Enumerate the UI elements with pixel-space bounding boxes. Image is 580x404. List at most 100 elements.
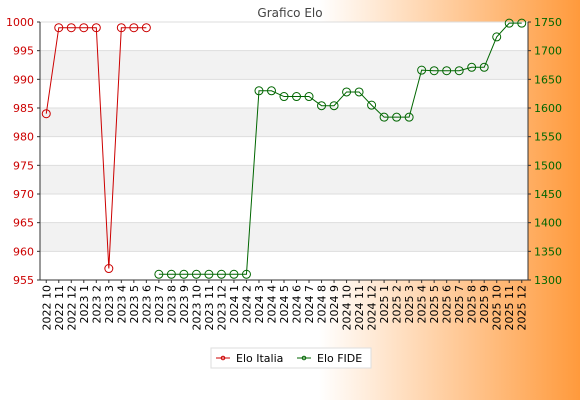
x-tick-label: 2025 8 <box>466 285 479 324</box>
x-tick-label: 2022 10 <box>40 285 53 331</box>
x-tick-label: 2024 12 <box>366 285 379 331</box>
data-point-elo-fide <box>229 269 239 279</box>
data-point-elo-fide <box>354 87 364 97</box>
data-point-elo-fide <box>517 18 527 28</box>
data-point-elo-fide <box>504 18 514 28</box>
y-left-tick-label: 965 <box>13 217 34 230</box>
x-tick-label: 2025 2 <box>391 285 404 324</box>
grid-band <box>40 165 528 194</box>
data-point-elo-fide <box>392 112 402 122</box>
x-tick-label: 2025 12 <box>516 285 529 331</box>
x-tick-label: 2025 7 <box>453 285 466 324</box>
x-tick-label: 2024 10 <box>341 285 354 331</box>
data-point-elo-fide <box>216 269 226 279</box>
y-right-tick-label: 1450 <box>534 188 562 201</box>
data-point-elo-italia <box>104 264 114 274</box>
x-tick-label: 2022 12 <box>65 285 78 331</box>
y-right-tick-label: 1550 <box>534 131 562 144</box>
x-tick-label: 2025 1 <box>378 285 391 324</box>
data-point-elo-italia <box>129 23 139 33</box>
data-point-elo-italia <box>54 23 64 33</box>
x-tick-label: 2025 9 <box>478 285 491 324</box>
x-tick-label: 2024 6 <box>291 285 304 324</box>
data-point-elo-italia <box>141 23 151 33</box>
data-point-elo-fide <box>179 269 189 279</box>
x-tick-label: 2023 2 <box>90 285 103 324</box>
x-tick-label: 2024 2 <box>240 285 253 324</box>
y-right-tick-label: 1500 <box>534 159 562 172</box>
data-point-elo-fide <box>429 66 439 76</box>
legend-marker-elo-fide <box>301 355 307 361</box>
x-tick-label: 2023 3 <box>103 285 116 324</box>
y-right-tick-label: 1400 <box>534 217 562 230</box>
x-tick-label: 2025 10 <box>491 285 504 331</box>
data-point-elo-fide <box>442 66 452 76</box>
y-left-tick-label: 980 <box>13 131 34 144</box>
data-point-elo-fide <box>342 87 352 97</box>
x-tick-label: 2023 11 <box>203 285 216 331</box>
data-point-elo-italia <box>66 23 76 33</box>
data-point-elo-fide <box>292 92 302 102</box>
data-point-elo-fide <box>417 65 427 75</box>
chart-title: Grafico Elo <box>257 6 322 20</box>
data-point-elo-fide <box>266 86 276 96</box>
y-right-tick-label: 1700 <box>534 45 562 58</box>
x-tick-label: 2024 7 <box>303 285 316 324</box>
data-point-elo-italia <box>91 23 101 33</box>
data-point-elo-fide <box>367 100 377 110</box>
series-line-elo-fide <box>158 22 522 275</box>
x-tick-label: 2023 8 <box>165 285 178 324</box>
y-right-tick-label: 1650 <box>534 73 562 86</box>
x-tick-label: 2023 6 <box>140 285 153 324</box>
data-point-elo-fide <box>379 112 389 122</box>
x-tick-label: 2024 9 <box>328 285 341 324</box>
grid-band <box>40 108 528 137</box>
data-point-elo-fide <box>467 62 477 72</box>
x-tick-label: 2023 5 <box>128 285 141 324</box>
data-point-elo-fide <box>254 86 264 96</box>
y-right-tick-label: 1600 <box>534 102 562 115</box>
y-right-tick-label: 1750 <box>534 16 562 29</box>
grid-band <box>40 50 528 80</box>
y-left-tick-label: 960 <box>13 245 34 258</box>
y-left-tick-label: 985 <box>13 102 34 115</box>
data-point-elo-fide <box>454 66 464 76</box>
y-left-tick-label: 1000 <box>6 16 34 29</box>
data-point-elo-fide <box>404 112 414 122</box>
x-tick-label: 2024 11 <box>353 285 366 331</box>
x-tick-label: 2023 7 <box>153 285 166 324</box>
x-tick-label: 2023 10 <box>190 285 203 331</box>
x-tick-label: 2024 5 <box>278 285 291 324</box>
x-tick-label: 2025 5 <box>428 285 441 324</box>
data-point-elo-fide <box>279 92 289 102</box>
x-tick-label: 2024 3 <box>253 285 266 324</box>
x-tick-label: 2024 1 <box>228 285 241 324</box>
x-tick-label: 2022 11 <box>53 285 66 331</box>
legend-marker-elo-italia <box>220 355 226 361</box>
data-point-elo-fide <box>479 62 489 72</box>
legend-label-elo-italia: Elo Italia <box>236 352 283 365</box>
x-tick-label: 2025 4 <box>416 285 429 324</box>
y-left-tick-label: 990 <box>13 73 34 86</box>
y-right-tick-label: 1300 <box>534 274 562 287</box>
data-point-elo-fide <box>204 269 214 279</box>
x-tick-label: 2025 6 <box>441 285 454 324</box>
data-point-elo-fide <box>329 101 339 111</box>
data-point-elo-fide <box>191 269 201 279</box>
x-tick-label: 2023 12 <box>215 285 228 331</box>
y-left-tick-label: 975 <box>13 159 34 172</box>
y-left-tick-label: 970 <box>13 188 34 201</box>
grid-band <box>40 222 528 252</box>
x-tick-label: 2025 11 <box>503 285 516 331</box>
data-point-elo-fide <box>154 269 164 279</box>
y-left-tick-label: 955 <box>13 274 34 287</box>
data-point-elo-italia <box>79 23 89 33</box>
legend-box <box>210 347 372 369</box>
data-point-elo-fide <box>304 92 314 102</box>
data-point-elo-fide <box>241 269 251 279</box>
data-point-elo-fide <box>492 32 502 42</box>
legend-label-elo-fide: Elo FIDE <box>317 352 362 365</box>
x-tick-label: 2024 4 <box>265 285 278 324</box>
